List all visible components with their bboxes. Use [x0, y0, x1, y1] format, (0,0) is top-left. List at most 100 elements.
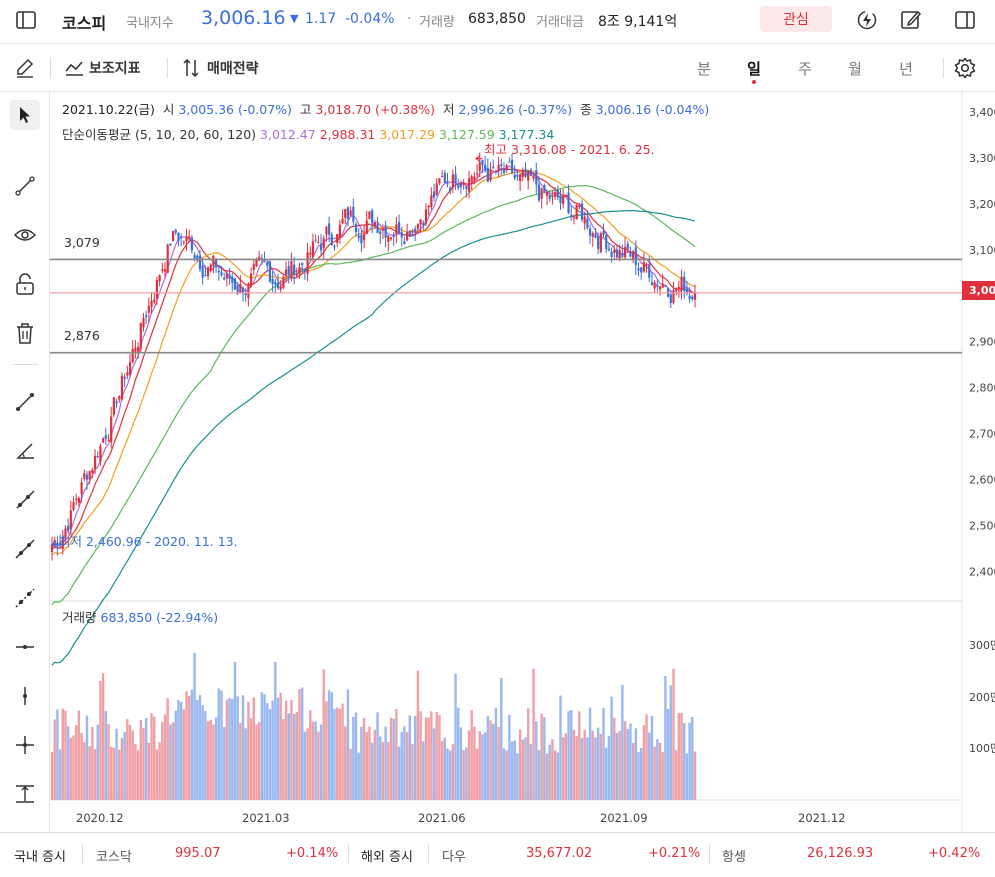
horizontal-line-icon[interactable] — [12, 634, 38, 660]
dow-change: +0.21% — [648, 846, 701, 861]
candle-body — [102, 438, 105, 443]
volume-bar — [169, 724, 172, 800]
dow-label[interactable]: 다우 — [442, 850, 466, 865]
volume-bar — [502, 748, 506, 800]
volume-bar — [432, 728, 436, 800]
volume-bar — [349, 748, 352, 800]
pencil-icon[interactable] — [12, 56, 38, 80]
volume-bar — [621, 684, 624, 800]
candle-body — [85, 474, 89, 480]
candle-body — [271, 278, 274, 284]
edit-note-icon[interactable] — [898, 8, 924, 32]
vertical-line-icon[interactable] — [12, 683, 38, 709]
line-tool-icon[interactable] — [12, 389, 38, 415]
volume-bar — [249, 718, 253, 800]
volume-bar — [537, 750, 541, 800]
eye-icon[interactable] — [12, 222, 38, 248]
candle-body — [524, 168, 527, 177]
current-price: 3,006.16 — [201, 7, 286, 29]
cursor-arrow-icon[interactable] — [10, 100, 40, 130]
volume-bar — [510, 741, 514, 800]
volume-bar — [260, 692, 264, 800]
volume-bar — [666, 708, 670, 800]
kosdaq-value: 995.07 — [175, 846, 221, 861]
kosdaq-label[interactable]: 코스닥 — [96, 850, 132, 865]
period-day-tab[interactable]: 일 — [747, 60, 761, 78]
angle-tool-icon[interactable] — [12, 438, 38, 464]
candle-body — [443, 172, 446, 184]
volume-bar — [583, 730, 586, 800]
candle-body — [441, 176, 444, 178]
volume-panel-label: 거래량 — [62, 610, 97, 625]
price-chart[interactable]: 3,4003,3003,2003,1003,0002,9002,8002,700… — [50, 92, 995, 832]
panel-toggle-icon[interactable] — [953, 9, 977, 31]
settings-gear-icon[interactable] — [953, 56, 977, 80]
candle-body — [548, 195, 551, 199]
volume-bar — [158, 742, 161, 800]
parallel-channel-icon[interactable] — [12, 781, 38, 807]
candle-body — [621, 253, 624, 257]
volume-bar — [72, 735, 75, 800]
candle-body — [529, 169, 532, 176]
trend-line-icon[interactable] — [12, 173, 38, 199]
period-year-tab[interactable]: 년 — [899, 60, 913, 78]
ray-tool-icon[interactable] — [12, 487, 38, 513]
candle-body — [180, 236, 183, 238]
volume-bar — [653, 746, 656, 800]
ma20-value: 3,017.29 — [379, 127, 436, 142]
volume-bar — [392, 718, 395, 800]
candle-body — [333, 246, 336, 248]
strategy-button[interactable]: 매매전략 — [207, 61, 259, 77]
crosshair-line-icon[interactable] — [12, 732, 38, 758]
candle-body — [588, 228, 592, 236]
volume-bar — [492, 723, 495, 800]
volume-bar — [556, 752, 559, 800]
lightning-icon[interactable] — [854, 8, 880, 32]
volume-bar — [596, 727, 600, 800]
volume-bar — [171, 722, 175, 800]
volume-bar — [360, 726, 363, 800]
candle-body — [392, 235, 395, 237]
volume-bar — [588, 707, 592, 800]
sidebar-toggle-icon[interactable] — [14, 9, 38, 31]
candle-body — [389, 237, 393, 240]
volume-bar — [570, 710, 573, 800]
candle-body — [408, 230, 411, 237]
candle-body — [69, 510, 72, 530]
volume-bar — [196, 700, 199, 800]
extended-line-icon[interactable] — [12, 536, 38, 562]
volume-bar — [330, 692, 333, 800]
dotted-line-icon[interactable] — [12, 585, 38, 611]
period-month-tab[interactable]: 월 — [848, 60, 862, 78]
candle-body — [449, 187, 452, 192]
volume-bar — [126, 719, 129, 800]
candle-body — [527, 170, 530, 181]
volume-bar — [198, 695, 202, 800]
volume-bar — [543, 717, 546, 800]
candle-body — [136, 346, 140, 352]
ma-info-line: 단순이동평균 (5, 10, 20, 60, 120) 3,012.47 2,9… — [62, 124, 554, 143]
trash-icon[interactable] — [12, 320, 38, 346]
indicator-button[interactable]: 보조지표 — [89, 61, 141, 77]
volume-bar — [389, 717, 393, 800]
volume-bar — [526, 708, 530, 800]
candle-body — [400, 232, 403, 238]
period-minute-tab[interactable]: 분 — [697, 60, 711, 78]
candle-body — [693, 292, 697, 300]
candle-body — [594, 234, 597, 238]
favorite-button[interactable]: 관심 — [760, 6, 832, 32]
moving-average-line — [51, 165, 696, 548]
candle-body — [206, 267, 210, 277]
volume-bar — [559, 695, 562, 800]
candle-body — [223, 277, 226, 280]
unlock-icon[interactable] — [12, 271, 38, 297]
candle-body — [64, 528, 67, 539]
hangseng-label[interactable]: 항셍 — [722, 850, 746, 865]
volume-bar — [435, 711, 438, 800]
candle-body — [145, 315, 148, 318]
x-axis-tick-label: 2021.06 — [418, 811, 466, 825]
period-week-tab[interactable]: 주 — [798, 60, 812, 78]
candle-body — [623, 247, 627, 258]
candle-body — [58, 542, 62, 546]
volume-bar — [319, 724, 323, 800]
